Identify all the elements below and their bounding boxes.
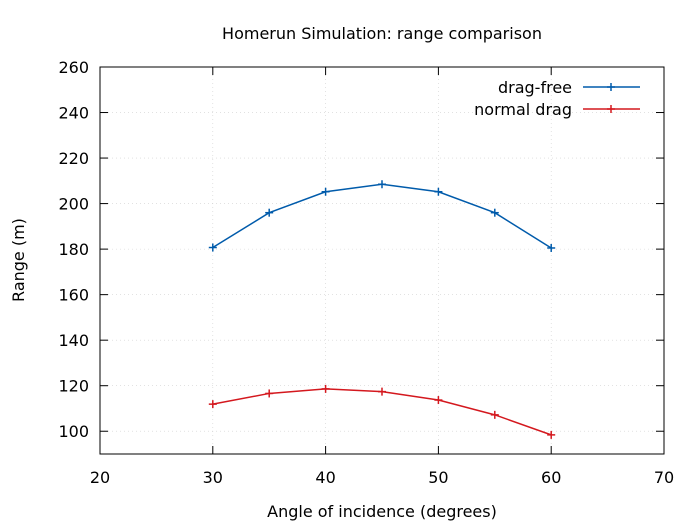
data-point: [321, 187, 330, 196]
x-tick-label: 30: [203, 468, 223, 487]
series-line-drag-free: [212, 183, 552, 249]
data-point: [208, 243, 217, 252]
legend-label: drag-free: [498, 78, 572, 97]
axis-ticks: 20 30 40 50 60 70 100 120 140 160 180 200 220 240 260: [58, 58, 674, 487]
x-tick-label: 50: [428, 468, 448, 487]
y-tick-label: 180: [58, 240, 89, 259]
data-point: [434, 396, 443, 405]
legend: drag-free normal drag: [474, 78, 640, 119]
data-point: [607, 105, 615, 113]
series-normal-drag: [208, 384, 556, 439]
y-tick-label: 160: [58, 286, 89, 305]
data-point: [378, 387, 386, 396]
legend-label: normal drag: [474, 100, 572, 119]
x-tick-label: 40: [315, 468, 335, 487]
x-tick-label: 60: [541, 468, 561, 487]
data-point: [434, 187, 443, 196]
y-tick-label: 260: [58, 58, 89, 77]
y-tick-label: 200: [58, 195, 89, 214]
data-point: [321, 384, 330, 393]
data-point: [490, 410, 499, 419]
grid: [100, 67, 664, 454]
y-tick-label: 140: [58, 331, 89, 350]
series-drag-free: [208, 180, 556, 252]
legend-entry-normal-drag: normal drag: [474, 100, 640, 119]
data-point: [547, 243, 556, 252]
data-point: [265, 389, 274, 398]
y-tick-label: 120: [58, 377, 89, 396]
plot-frame: [99, 66, 665, 455]
y-tick-label: 240: [58, 104, 89, 123]
data-point: [607, 83, 615, 91]
y-axis-title: Range (m): [9, 218, 28, 302]
x-tick-label: 20: [90, 468, 110, 487]
y-tick-label: 100: [58, 422, 89, 441]
series-layer: [208, 180, 556, 439]
data-point: [490, 208, 499, 217]
x-tick-label: 70: [654, 468, 674, 487]
series-line-normal-drag: [212, 388, 552, 436]
x-axis-title: Angle of incidence (degrees): [267, 502, 497, 521]
data-point: [208, 400, 217, 409]
legend-entry-drag-free: drag-free: [498, 78, 640, 97]
data-point: [265, 208, 274, 217]
chart-title: Homerun Simulation: range comparison: [222, 24, 542, 43]
data-point: [547, 430, 556, 439]
data-point: [378, 180, 386, 189]
y-tick-label: 220: [58, 149, 89, 168]
